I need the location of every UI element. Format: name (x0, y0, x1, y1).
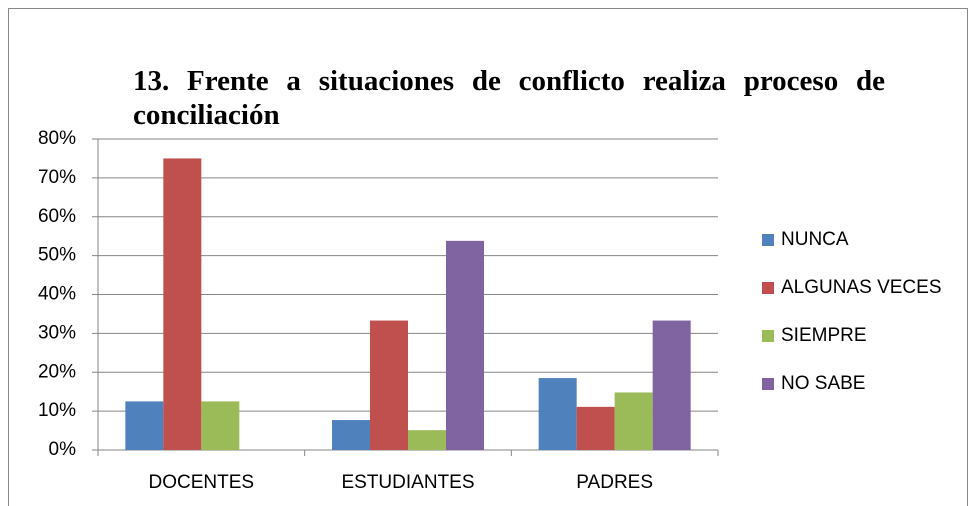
bar (163, 158, 202, 450)
bar (201, 401, 240, 450)
y-tick-label: 60% (38, 206, 76, 227)
legend-swatch (762, 378, 774, 390)
legend-label: NUNCA (781, 229, 849, 250)
y-tick-label: 0% (49, 439, 77, 460)
legend-swatch (762, 282, 774, 294)
y-tick-label: 80% (38, 128, 76, 149)
y-tick-label: 50% (38, 245, 76, 266)
bar (576, 406, 615, 450)
legend-swatch (762, 330, 774, 342)
bar (446, 240, 484, 450)
legend-swatch (762, 234, 774, 246)
chart-title: 13. Frente a situaciones de conflicto re… (133, 65, 885, 131)
y-tick-label: 10% (38, 400, 76, 421)
x-tick-label: ESTUDIANTES (341, 472, 474, 493)
bar (652, 320, 691, 450)
x-tick-label: DOCENTES (149, 472, 255, 493)
bar (125, 401, 164, 450)
bar (538, 378, 577, 450)
y-tick-label: 30% (38, 322, 76, 343)
x-tick-label: PADRES (576, 472, 653, 493)
bar (408, 430, 446, 450)
legend-label: ALGUNAS VECES (781, 277, 942, 298)
bar (614, 392, 653, 450)
legend-label: NO SABE (781, 373, 865, 394)
chart-border (8, 8, 968, 506)
y-tick-label: 40% (38, 284, 76, 305)
bar (332, 420, 370, 450)
y-tick-label: 70% (38, 167, 76, 188)
y-tick-label: 20% (38, 361, 76, 382)
bar (370, 320, 408, 450)
legend-label: SIEMPRE (781, 325, 867, 346)
